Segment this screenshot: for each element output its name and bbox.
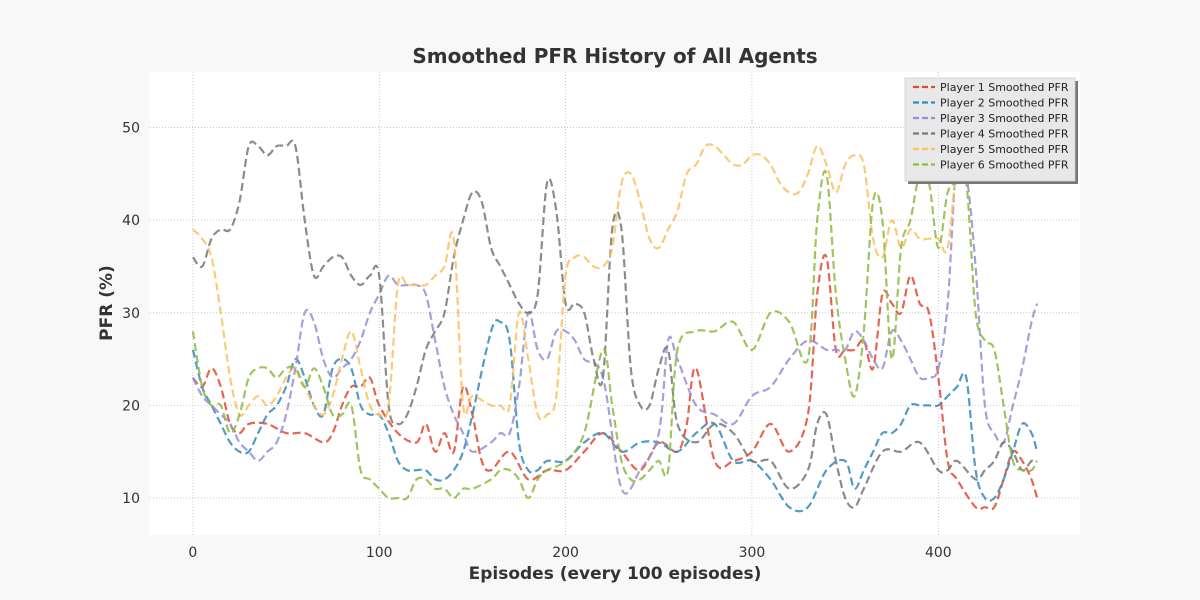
y-tick-labels: 10 20 30 40 50 <box>122 121 140 507</box>
chart-title: Smoothed PFR History of All Agents <box>412 44 817 68</box>
series-line-player-6 <box>191 169 1039 501</box>
y-tick-label: 10 <box>122 491 140 507</box>
series-line-player-3 <box>191 145 1039 495</box>
legend-label: Player 4 Smoothed PFR <box>940 128 1069 141</box>
y-tick-label: 40 <box>122 213 140 229</box>
legend: Player 1 Smoothed PFR Player 2 Smoothed P… <box>904 77 1078 184</box>
legend-label: Player 5 Smoothed PFR <box>940 143 1069 156</box>
legend-label: Player 3 Smoothed PFR <box>940 112 1069 125</box>
series-line-player-4 <box>192 139 1038 509</box>
y-tick-label: 50 <box>122 121 140 137</box>
x-tick-label: 0 <box>188 545 197 561</box>
y-tick-label: 30 <box>122 306 140 322</box>
y-tick-label: 20 <box>122 398 140 414</box>
x-tick-label: 200 <box>552 545 579 561</box>
legend-label: Player 2 Smoothed PFR <box>940 97 1069 110</box>
legend-label: Player 6 Smoothed PFR <box>940 159 1069 172</box>
x-tick-labels: 0 100 200 300 400 <box>188 545 951 561</box>
series-line-player-5 <box>192 143 959 421</box>
x-tick-label: 100 <box>366 545 393 561</box>
legend-label: Player 1 Smoothed PFR <box>940 81 1069 94</box>
x-tick-label: 300 <box>739 545 766 561</box>
series-line-player-2 <box>191 319 1039 513</box>
x-axis-label: Episodes (every 100 episodes) <box>469 564 762 584</box>
series-lines <box>191 139 1039 513</box>
y-axis-label: PFR (%) <box>97 265 117 341</box>
x-tick-label: 400 <box>925 545 952 561</box>
